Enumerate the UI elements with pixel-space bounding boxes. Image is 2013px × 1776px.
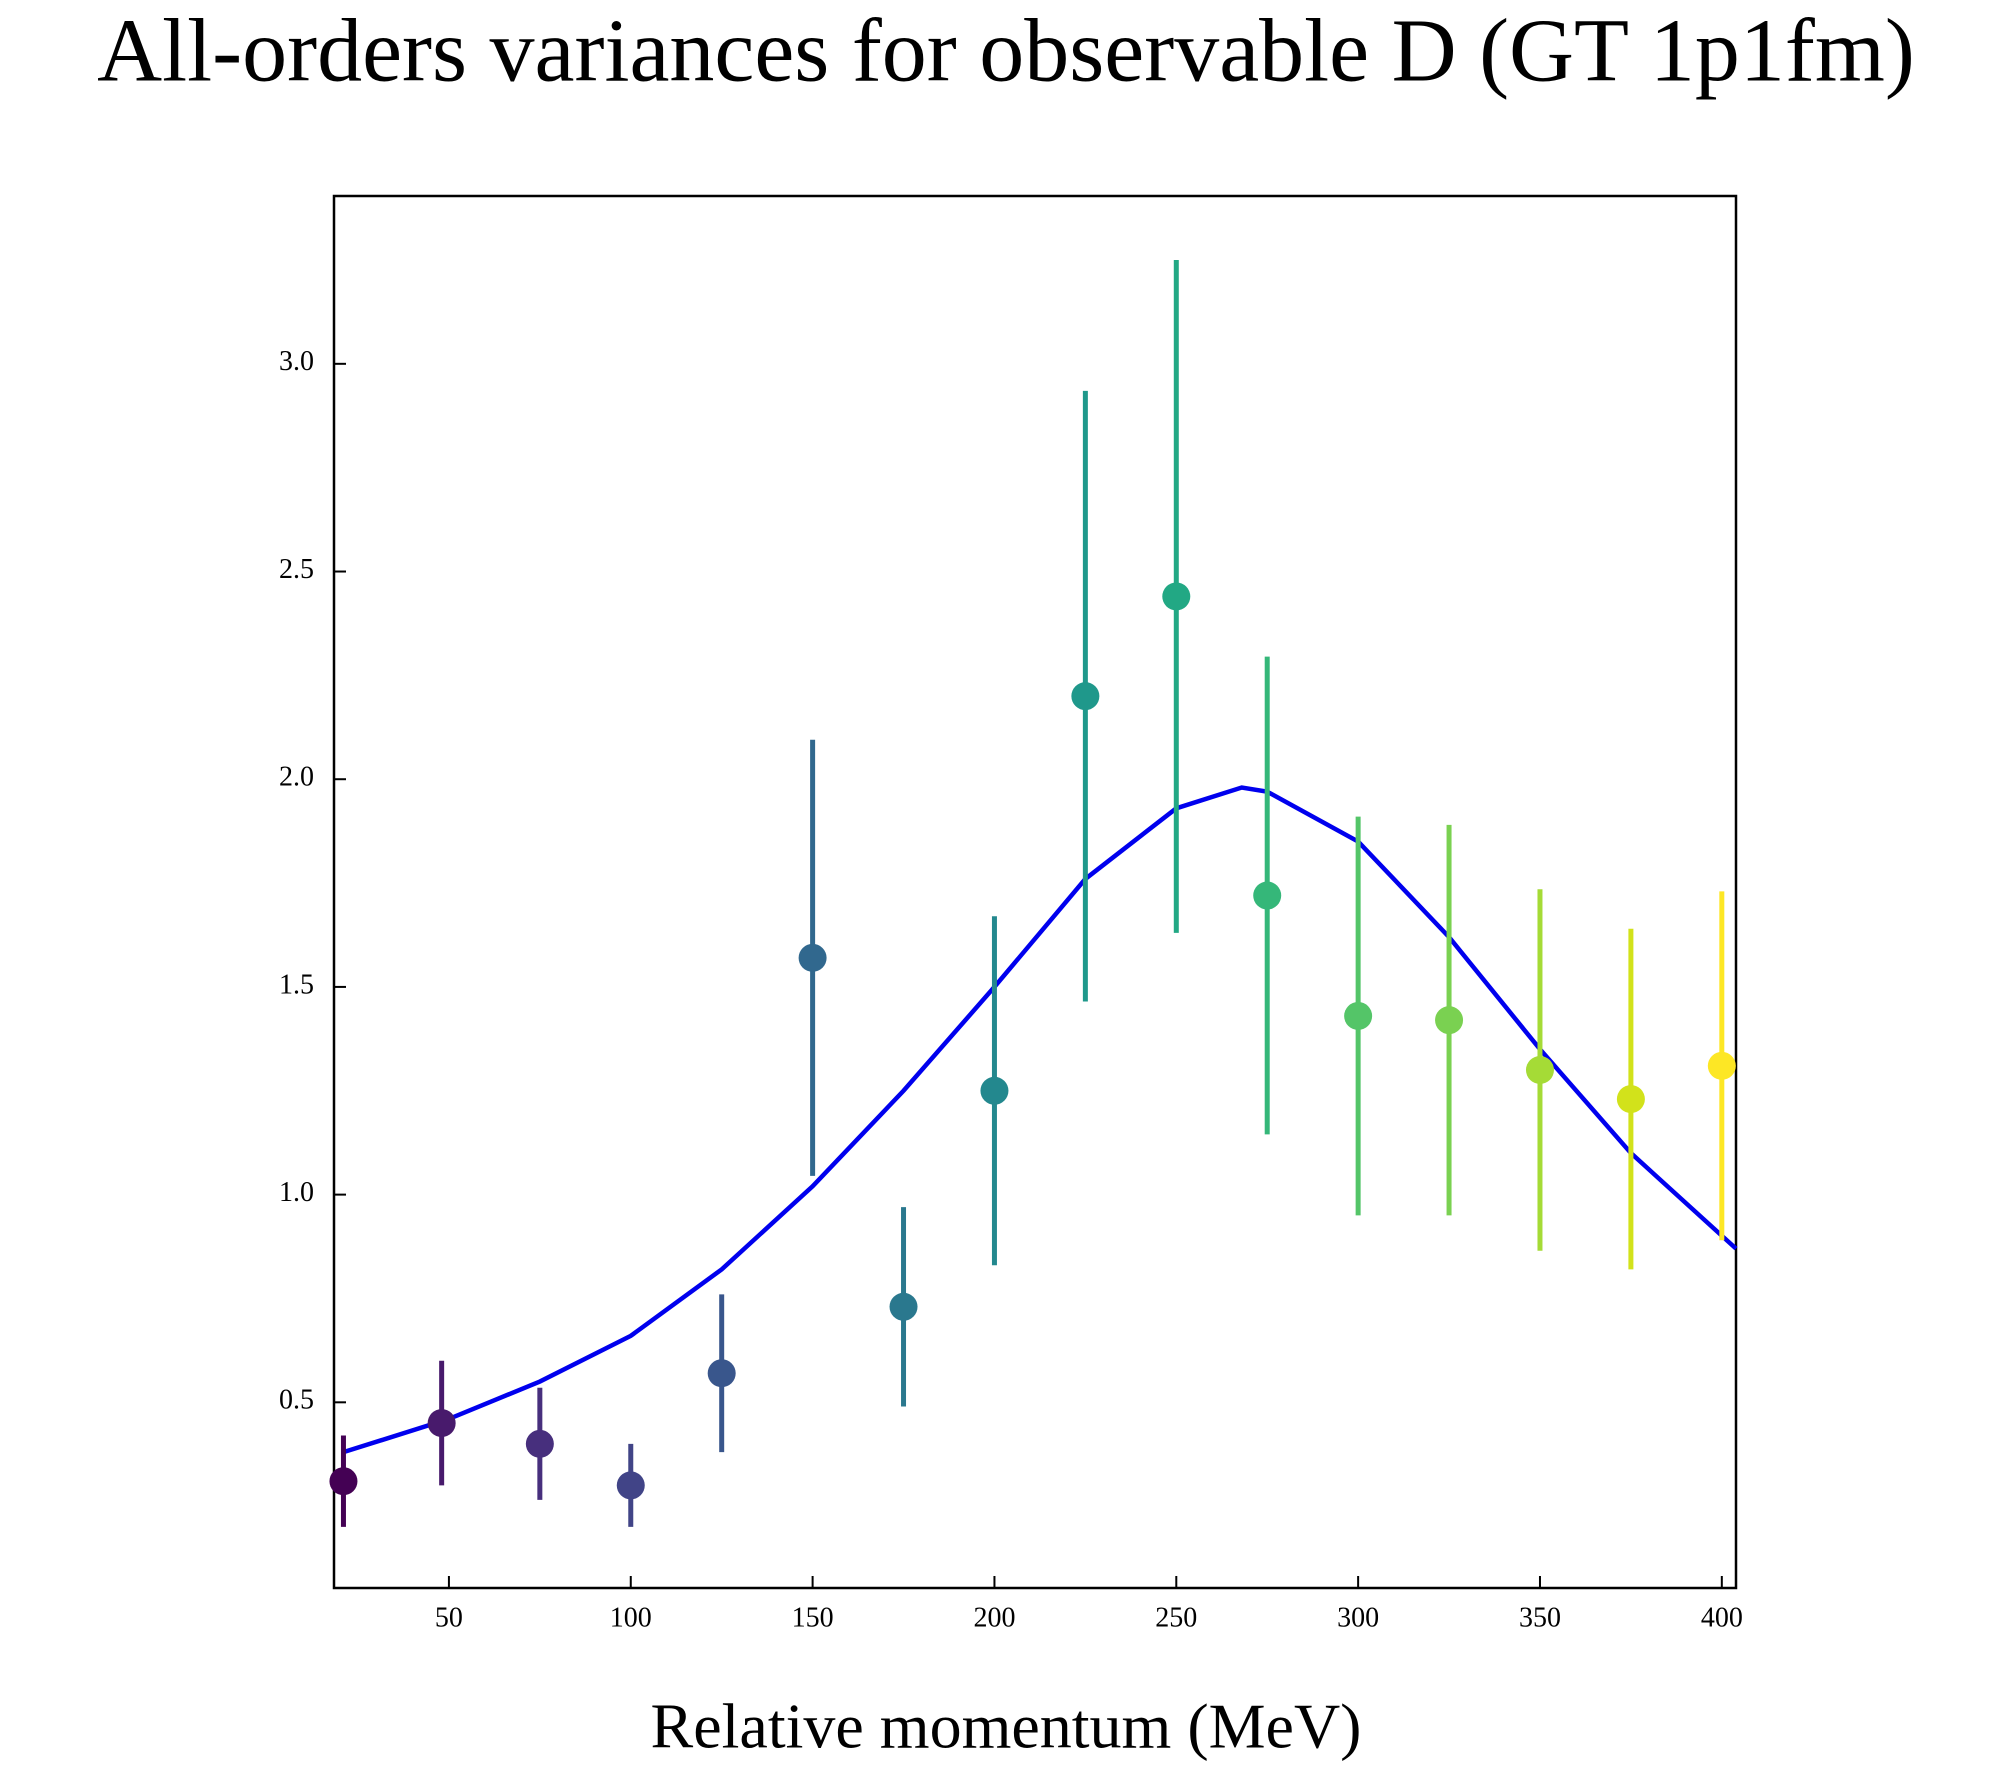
x-tick-label: 100 [610,1602,652,1633]
x-tick-label: 50 [435,1602,463,1633]
data-point [329,1467,358,1496]
y-tick-label: 0.5 [279,1385,314,1416]
data-point [1344,1001,1373,1030]
data-point [1253,881,1282,910]
data-point [1525,1055,1554,1084]
x-tick-label: 300 [1337,1602,1379,1633]
x-axis-label: Relative momentum (MeV) [651,1691,1362,1762]
data-point [525,1429,554,1458]
data-point [889,1292,918,1321]
y-tick-label: 1.5 [279,969,314,1000]
data-point [1071,682,1100,711]
y-tick-label: 2.5 [279,554,314,585]
data-point [798,943,827,972]
data-point [1435,1006,1464,1035]
chart-title: All-orders variances for observable D (G… [97,2,1915,101]
y-tick-label: 2.0 [279,762,314,793]
y-tick-label: 1.0 [279,1177,314,1208]
data-point [980,1076,1009,1105]
fit-curve [342,785,1738,1455]
x-tick-label: 350 [1519,1602,1561,1633]
data-point [427,1409,456,1438]
data-point [1707,1051,1736,1080]
plot-frame [332,194,1738,1590]
data-point [707,1359,736,1388]
x-tick-label: 150 [792,1602,834,1633]
x-tick-label: 250 [1155,1602,1197,1633]
data-point [616,1471,645,1500]
y-tick-label: 3.0 [279,346,314,377]
x-tick-label: 400 [1701,1602,1743,1633]
x-tick-label: 200 [973,1602,1015,1633]
data-point [1162,582,1191,611]
data-point [1616,1085,1645,1114]
